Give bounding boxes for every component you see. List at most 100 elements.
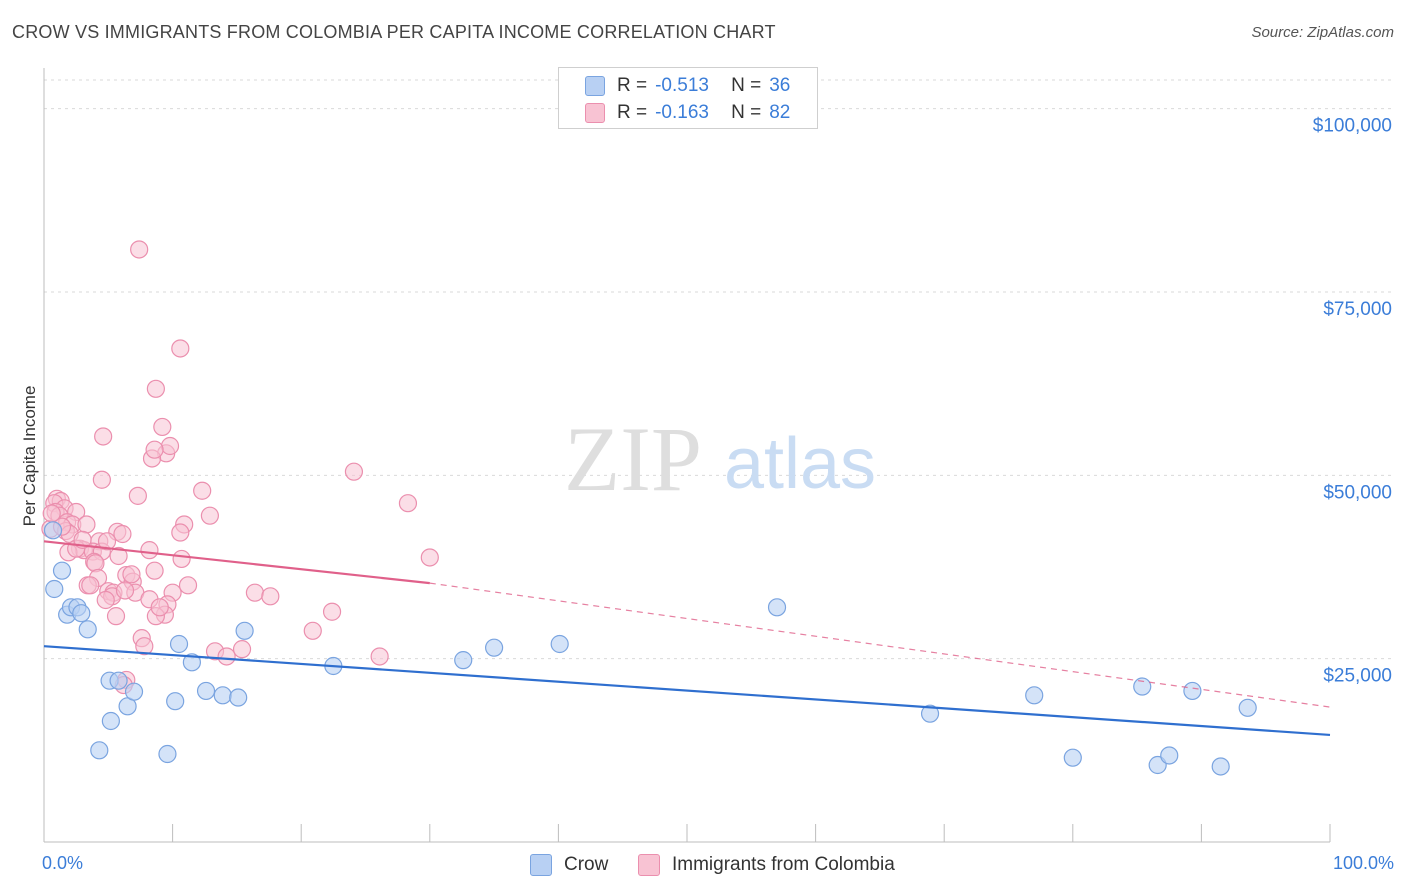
colombia-point — [145, 561, 164, 580]
colombia-point — [160, 436, 180, 456]
y-tick-label: $50,000 — [1323, 482, 1392, 503]
watermark-atlas: atlas — [724, 424, 876, 504]
colombia-point — [81, 576, 100, 595]
colombia-point — [115, 581, 135, 600]
colombia-point — [106, 607, 126, 626]
colombia-point — [322, 602, 342, 621]
colombia-point — [261, 587, 280, 606]
legend-r-label: R = — [617, 102, 648, 123]
chart-title: CROW VS IMMIGRANTS FROM COLOMBIA PER CAP… — [12, 22, 776, 42]
colombia-trendline-dashed — [429, 582, 1331, 708]
colombia-point — [171, 339, 190, 358]
axes — [43, 68, 1331, 843]
colombia-point — [128, 486, 147, 505]
legend: R = -0.513 N = 36 R = -0.163 N = 82 — [558, 67, 818, 129]
y-axis-label: Per Capita Income — [20, 386, 39, 527]
colombia-point — [217, 647, 236, 666]
colombia-trendline — [43, 540, 430, 585]
source-label: Source: ZipAtlas.com — [1251, 24, 1394, 41]
crow-point — [1063, 748, 1082, 767]
crow-point — [767, 598, 787, 617]
colombia-point — [370, 647, 389, 666]
colombia-point — [96, 590, 115, 610]
legend-row-colombia: R = -0.163 N = 82 — [585, 100, 790, 126]
crow-point — [1238, 698, 1257, 717]
colombia-point — [200, 506, 219, 525]
bottom-legend-swatch-crow — [530, 854, 552, 876]
crow-point — [169, 634, 189, 654]
crow-point — [90, 741, 109, 760]
series-colombia-points — [41, 240, 439, 695]
crow-point — [1211, 757, 1230, 776]
legend-crow-r: -0.513 — [655, 75, 709, 96]
crow-point — [213, 686, 232, 705]
colombia-point — [303, 621, 322, 640]
crow-point — [454, 651, 473, 670]
bottom-legend-swatch-colombia — [638, 854, 660, 876]
legend-n-label: N = — [731, 75, 762, 96]
bottom-legend-label-crow: Crow — [564, 854, 609, 875]
crow-point — [1025, 686, 1044, 705]
crow-point — [196, 681, 216, 701]
watermark: ZIP atlas — [564, 408, 876, 510]
watermark-zip: ZIP — [564, 408, 702, 510]
y-tick-label: $25,000 — [1323, 666, 1392, 687]
gridlines — [44, 79, 1392, 660]
colombia-point — [171, 523, 190, 542]
colombia-point — [145, 440, 164, 459]
colombia-point — [172, 549, 191, 569]
y-tick-labels: $25,000 $50,000 $75,000 $100,000 — [1313, 116, 1392, 687]
trendlines — [43, 540, 1331, 737]
crow-point — [182, 653, 201, 672]
y-tick-label: $100,000 — [1313, 116, 1392, 137]
colombia-point — [94, 427, 113, 446]
colombia-point — [140, 541, 159, 560]
bottom-legend-label-colombia: Immigrants from Colombia — [672, 854, 895, 875]
colombia-point — [178, 576, 198, 595]
colombia-point — [193, 481, 212, 500]
colombia-point — [398, 494, 418, 513]
crow-point — [166, 692, 185, 711]
legend-swatch-crow — [585, 76, 605, 96]
crow-point — [158, 744, 177, 764]
colombia-point — [146, 379, 165, 398]
crow-trendline — [43, 645, 1331, 737]
colombia-point — [420, 548, 439, 567]
crow-point — [1160, 746, 1179, 765]
crow-point — [43, 521, 63, 540]
legend-n-label: N = — [731, 102, 762, 123]
crow-point — [229, 688, 248, 707]
crow-point — [235, 621, 254, 640]
colombia-point — [153, 417, 172, 437]
colombia-point — [113, 524, 132, 544]
x-tick-label: 0.0% — [42, 853, 83, 873]
colombia-point — [135, 637, 154, 656]
bottom-legend-colombia: Immigrants from Colombia — [638, 852, 895, 878]
y-tick-label: $75,000 — [1323, 299, 1392, 320]
colombia-point — [245, 583, 265, 602]
x-tick-label: 100.0% — [1333, 853, 1394, 873]
crow-point — [101, 711, 120, 731]
crow-point — [109, 671, 128, 690]
crow-point — [1133, 677, 1152, 696]
colombia-point — [150, 598, 169, 617]
colombia-point — [344, 462, 364, 481]
colombia-point — [92, 470, 111, 489]
legend-swatch-colombia — [585, 103, 605, 123]
colombia-point — [232, 640, 252, 659]
crow-point — [78, 620, 97, 639]
crow-point — [124, 682, 144, 701]
colombia-point — [97, 532, 117, 551]
colombia-point — [130, 240, 149, 259]
legend-crow-n: 36 — [769, 75, 791, 96]
colombia-point — [122, 565, 141, 584]
legend-row-crow: R = -0.513 N = 36 — [585, 73, 790, 99]
crow-point — [45, 579, 64, 599]
bottom-legend-crow: Crow — [530, 852, 608, 878]
colombia-point — [77, 515, 96, 534]
crow-point — [72, 604, 91, 623]
legend-colombia-n: 82 — [769, 102, 791, 123]
crow-point — [52, 561, 72, 580]
legend-r-label: R = — [617, 75, 648, 96]
